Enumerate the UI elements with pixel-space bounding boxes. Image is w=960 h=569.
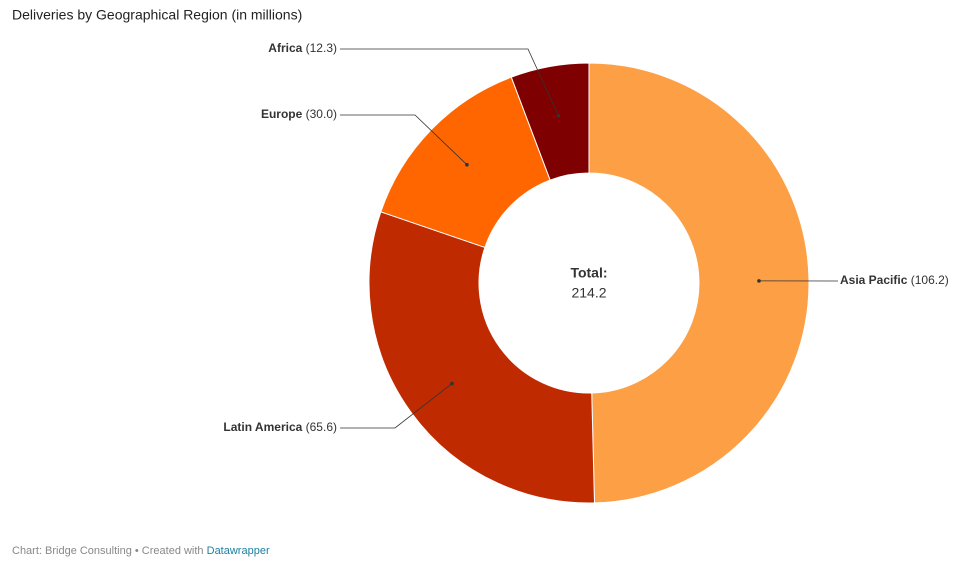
value-label: (12.3) bbox=[306, 41, 337, 55]
donut-segment bbox=[368, 211, 595, 504]
leader-dot bbox=[465, 162, 469, 167]
segment-label: Asia Pacific (106.2) bbox=[840, 273, 949, 287]
value-label: (30.0) bbox=[306, 107, 337, 121]
donut-segment bbox=[588, 62, 810, 504]
footer: Chart: Bridge Consulting • Created with … bbox=[12, 545, 270, 557]
chart-title: Deliveries by Geographical Region (in mi… bbox=[12, 7, 302, 23]
center-label: Total: bbox=[570, 265, 607, 281]
category-name: Africa bbox=[268, 41, 302, 55]
footer-text: Chart: Bridge Consulting • Created with bbox=[12, 545, 204, 557]
value-label: (65.6) bbox=[306, 420, 337, 434]
segment-label: Latin America (65.6) bbox=[223, 420, 337, 434]
segment-label: Europe (30.0) bbox=[261, 107, 337, 121]
leader-dot bbox=[450, 381, 454, 386]
leader-line bbox=[340, 383, 453, 429]
value-label: (106.2) bbox=[911, 273, 949, 287]
leader-dot bbox=[757, 279, 761, 283]
leader-line bbox=[340, 114, 468, 165]
leader-line bbox=[340, 48, 559, 116]
center-total: 214.2 bbox=[571, 285, 606, 301]
category-name: Europe bbox=[261, 107, 303, 121]
donut-segment bbox=[510, 62, 590, 181]
category-name: Asia Pacific bbox=[840, 273, 908, 287]
footer-link[interactable]: Datawrapper bbox=[206, 545, 270, 557]
segment-label: Africa (12.3) bbox=[268, 41, 337, 55]
leader-dot bbox=[556, 113, 561, 118]
category-name: Latin America bbox=[223, 420, 302, 434]
